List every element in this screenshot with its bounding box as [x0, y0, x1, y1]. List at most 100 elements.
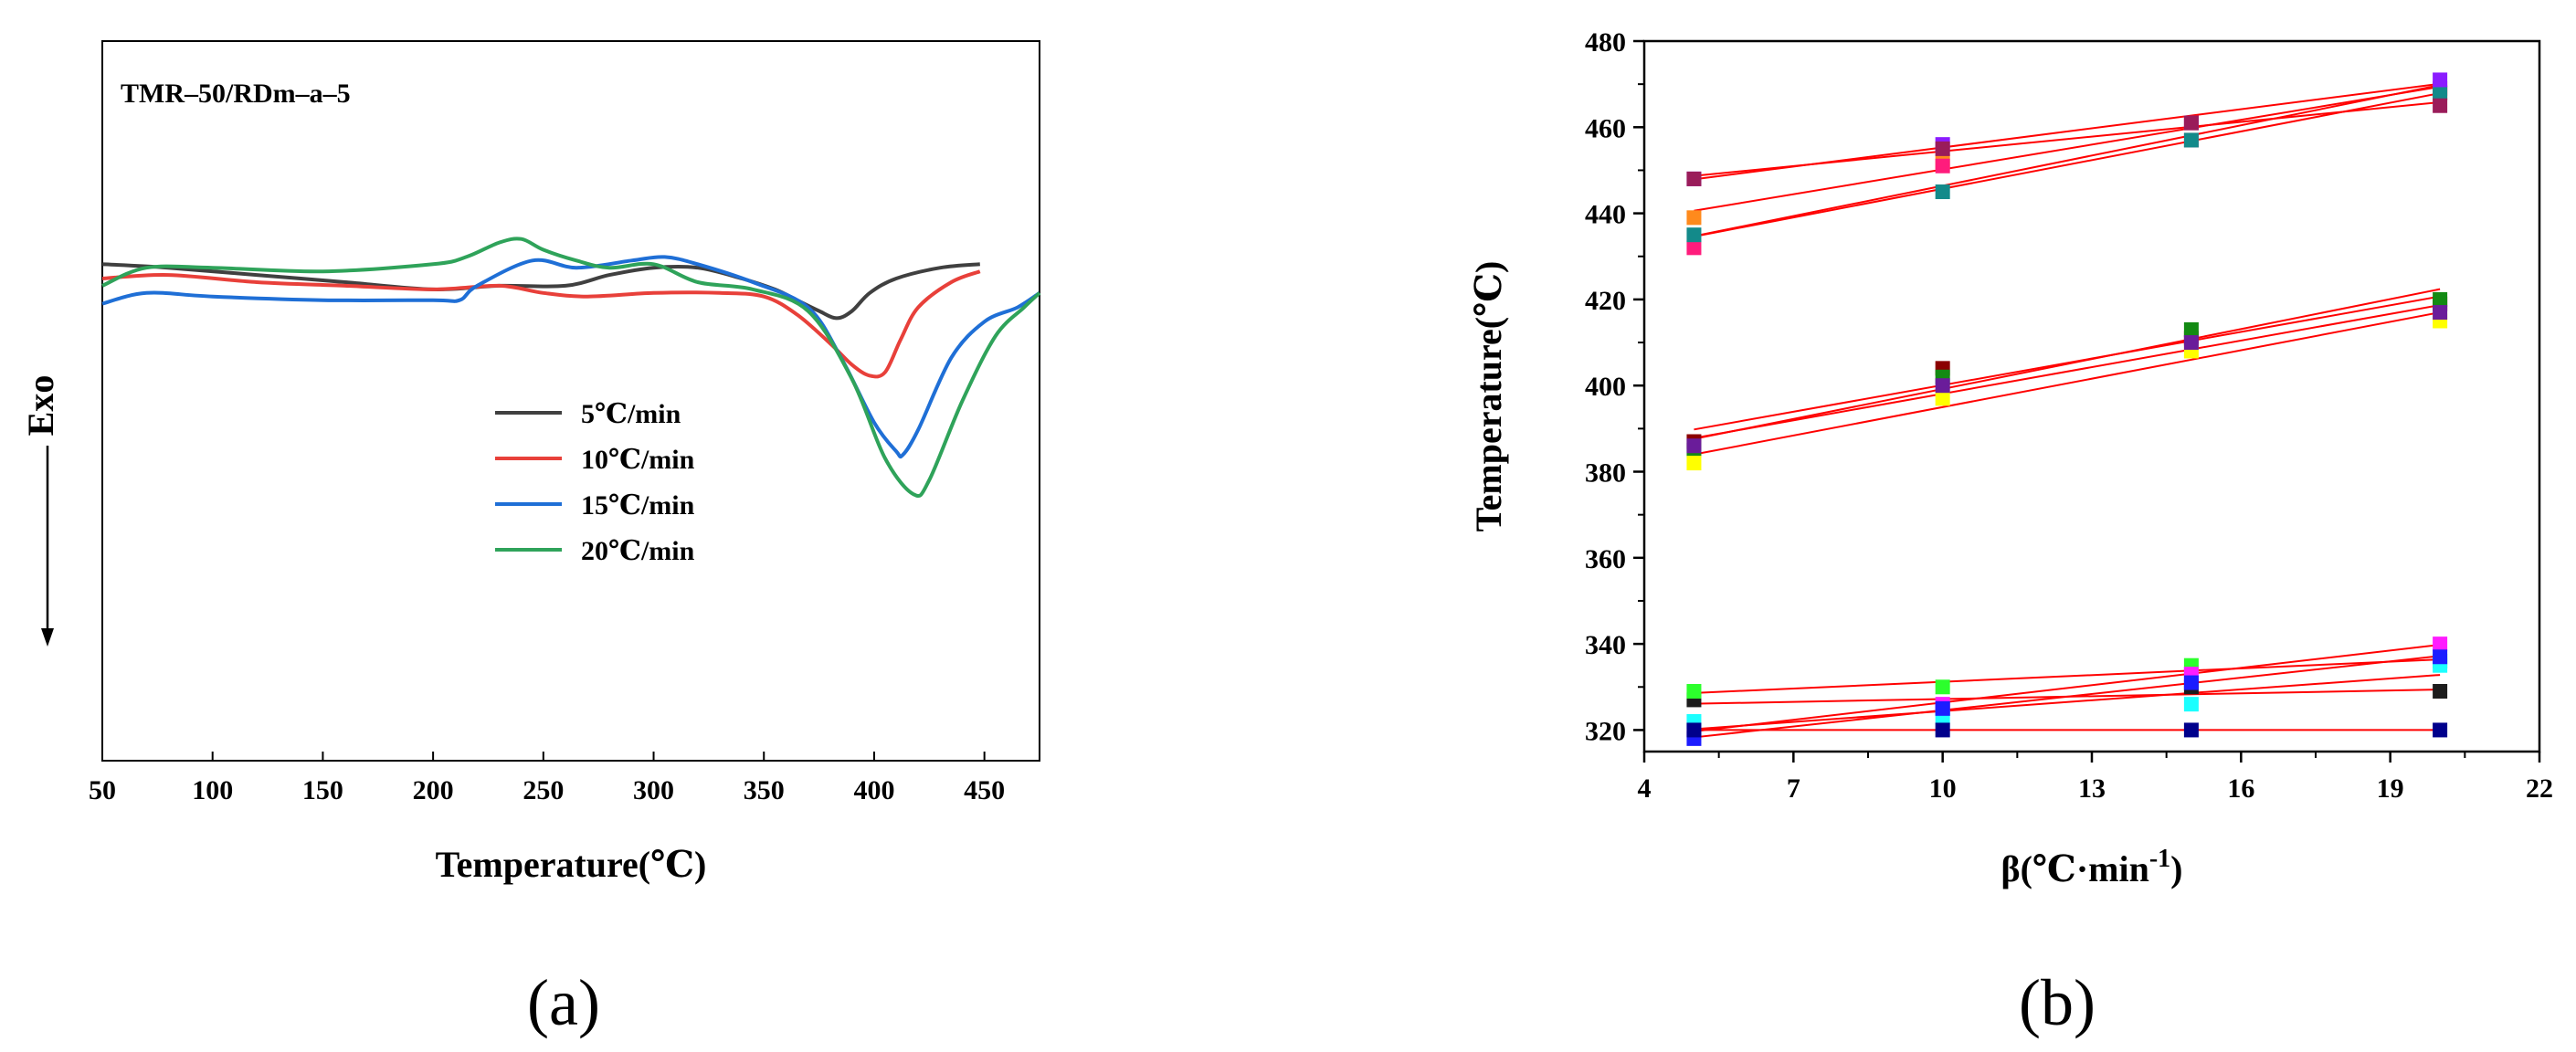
panel-b-point-s10-1 — [1935, 679, 1950, 695]
legend-label-5: 5℃/min — [581, 399, 681, 429]
panel-b-point-s2-1 — [1935, 184, 1950, 200]
panel-b-point-s4-0 — [1686, 171, 1702, 186]
exo-label: Exo — [20, 375, 61, 437]
panel-b-x-title-sup: -1 — [2149, 845, 2170, 873]
panel-b-y-tick-label: 480 — [1585, 27, 1626, 58]
panel-b-x-tick-label: 7 — [1787, 773, 1800, 804]
panel-b-fit-line-13 — [1694, 655, 2441, 739]
panel-b-point-s2-3 — [2433, 85, 2448, 100]
panel-b-x-tick-label: 22 — [2526, 773, 2553, 804]
panel-a-annotation: TMR–50/RDm–a–5 — [121, 79, 351, 109]
panel-b-point-s13-1 — [1935, 700, 1950, 716]
panel-b-point-s14-0 — [1686, 722, 1702, 738]
panel-a-x-ticks: 50 100 150 200 250 300 350 400 450 — [89, 752, 1005, 805]
panel-a-x-tick-label: 350 — [744, 775, 785, 805]
panel-b-point-s8-0 — [1686, 438, 1702, 454]
panel-b-y-tick-label: 340 — [1585, 630, 1626, 660]
panel-b-x-tick-label: 16 — [2227, 773, 2254, 804]
panel-b-point-s7-1 — [1935, 391, 1950, 406]
panel-b-point-s14-1 — [1935, 722, 1950, 738]
panel-b-y-tick-label: 380 — [1585, 458, 1626, 489]
exo-arrow-head — [41, 628, 54, 647]
panel-a-label: (a) — [527, 966, 600, 1039]
panel-b-fit-line-5 — [1694, 295, 2441, 431]
panel-b-x-title-main: β(℃·min — [2001, 848, 2149, 889]
panel-b-plot-frame — [1642, 39, 2541, 753]
panel-b-y-tick-label: 460 — [1585, 113, 1626, 143]
panel-a-x-tick-label: 400 — [853, 775, 894, 805]
panel-b-y-tick-label: 320 — [1585, 716, 1626, 746]
panel-a-series-line-3 — [101, 237, 1041, 499]
panel-b-y-tick-label: 360 — [1585, 544, 1626, 574]
panel-b-point-s13-3 — [2433, 649, 2448, 665]
panel-a-x-axis-title: Temperature(℃) — [436, 844, 707, 885]
panel-b-x-axis-title: β(℃·min-1) — [2001, 845, 2183, 889]
panel-b-fit-lines — [1694, 82, 2441, 739]
panel-b-fit-line-1 — [1694, 84, 2441, 237]
panel-b-label: (b) — [2019, 966, 2096, 1039]
legend-label-15: 15℃/min — [581, 490, 695, 521]
panel-b-point-s6-3 — [2433, 291, 2448, 307]
panel-b-point-s14-2 — [2183, 722, 2199, 738]
panel-a-series-line-2 — [101, 255, 1041, 459]
panel-b-point-s12-2 — [2183, 697, 2199, 712]
panel-a-series-line-0 — [101, 262, 980, 321]
panel-b-points — [1686, 72, 2448, 746]
panel-b-point-s4-3 — [2433, 98, 2448, 113]
panel-a-y-axis-label: Exo — [20, 375, 61, 647]
panel-b-point-s10-0 — [1686, 683, 1702, 699]
panel-b-point-s6-2 — [2183, 321, 2199, 337]
panel-b-point-s14-3 — [2433, 722, 2448, 738]
panel-a-x-tick-label: 50 — [89, 775, 116, 805]
panel-b-fit-line-4 — [1694, 100, 2441, 177]
panel-b-point-s8-3 — [2433, 305, 2448, 321]
panel-a-x-tick-label: 300 — [633, 775, 674, 805]
panel-b-kinetics-chart: 4 7 10 13 16 19 22320340360380400420440460480 … — [1468, 27, 2553, 1039]
panel-b-point-s2-2 — [2183, 132, 2199, 148]
panel-b-ticks: 4 7 10 13 16 19 22 320 340 360 380 400 420 440 460 480 — [1585, 27, 2553, 804]
panel-b-y-tick-label: 420 — [1585, 286, 1626, 316]
panel-b-point-s8-2 — [2183, 335, 2199, 351]
panel-b-y-tick-label: 440 — [1585, 200, 1626, 230]
panel-a-curves — [101, 237, 1041, 499]
panel-b-point-s7-0 — [1686, 456, 1702, 471]
panel-b-x-title-close: ) — [2170, 848, 2182, 889]
panel-b-point-s0-0 — [1686, 210, 1702, 226]
panel-a-x-tick-label: 200 — [413, 775, 454, 805]
panel-b-point-s4-2 — [2183, 115, 2199, 131]
panel-b-fit-line-0 — [1694, 85, 2441, 212]
panel-b-point-s9-3 — [2433, 683, 2448, 699]
panel-b-point-s1-1 — [1935, 158, 1950, 174]
panel-b-point-s4-1 — [1935, 141, 1950, 156]
panel-b-point-s11-3 — [2433, 636, 2448, 652]
panel-b-x-tick-label: 13 — [2078, 773, 2106, 804]
panel-b-point-s3-3 — [2433, 72, 2448, 88]
panel-a-x-tick-label: 450 — [964, 775, 1005, 805]
panel-a-series-line-1 — [101, 269, 981, 379]
panel-a-x-tick-label: 100 — [192, 775, 233, 805]
panel-b-fit-line-8 — [1694, 304, 2441, 439]
panel-b-y-tick-label: 400 — [1585, 372, 1626, 402]
panel-a-legend: 5℃/min 10℃/min 15℃/min 20℃/min — [495, 399, 695, 566]
panel-b-fit-line-7 — [1694, 311, 2441, 456]
panel-a-plot-frame — [101, 40, 1040, 762]
legend-label-10: 10℃/min — [581, 445, 695, 475]
panel-b-point-s2-0 — [1686, 227, 1702, 243]
panel-a-x-tick-label: 150 — [302, 775, 343, 805]
panel-b-fit-line-2 — [1694, 92, 2441, 238]
panel-b-fit-line-12 — [1694, 674, 2441, 731]
panel-b-y-axis-title: Temperature(℃) — [1468, 261, 1509, 532]
panel-b-x-tick-label: 19 — [2377, 773, 2404, 804]
panel-b-fit-line-11 — [1694, 644, 2441, 732]
legend-label-20: 20℃/min — [581, 536, 695, 566]
panel-b-fit-line-10 — [1694, 658, 2441, 694]
panel-b-point-s8-1 — [1935, 378, 1950, 394]
panel-b-fit-line-6 — [1694, 288, 2441, 440]
panel-b-x-tick-label: 10 — [1929, 773, 1957, 804]
panel-a-x-tick-label: 250 — [523, 775, 564, 805]
panel-b-x-tick-label: 4 — [1638, 773, 1652, 804]
panel-b-point-s13-2 — [2183, 675, 2199, 690]
panel-a-dsc-chart: 50 100 150 200 250 300 350 400 450 TMR–50/RDm–a–… — [20, 40, 1041, 1039]
panel-b-point-s1-0 — [1686, 240, 1702, 256]
